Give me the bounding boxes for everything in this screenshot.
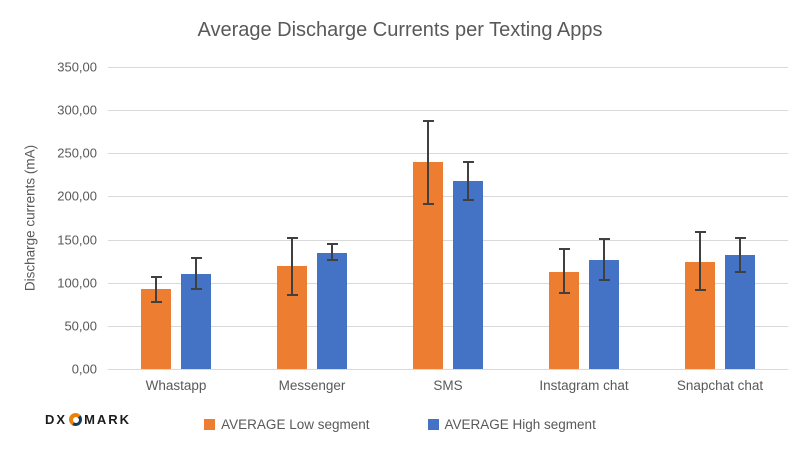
legend-swatch-low-segment-icon: [204, 419, 216, 430]
y-tick-label: 300,00: [57, 102, 97, 118]
error-bar-line: [739, 236, 741, 274]
bar-messenger: [317, 252, 347, 369]
bar-slot: [725, 67, 755, 369]
gridline: [108, 325, 788, 327]
y-tick-label: 250,00: [57, 145, 97, 161]
bar-snapchat-chat: [725, 255, 755, 369]
error-bar-cap-bottom: [150, 300, 162, 303]
error-bar-cap-bottom: [326, 259, 338, 262]
dxomark-logo: DX MARK: [45, 412, 131, 427]
dxomark-logo-prefix: DX: [45, 412, 68, 427]
legend-label-low-segment: AVERAGE Low segment: [221, 417, 370, 432]
error-bar-line: [467, 161, 469, 201]
error-bar-line: [563, 248, 565, 294]
gridline: [108, 153, 788, 155]
bar-pair: [516, 67, 652, 369]
error-bar-line: [427, 120, 429, 206]
error-bar-cap-top: [462, 161, 474, 164]
error-bar-cap-bottom: [598, 278, 610, 281]
error-bar-line: [195, 256, 197, 290]
error-bar-cap-top: [422, 120, 434, 123]
error-bar-line: [291, 236, 293, 296]
x-axis-category-label: Snapchat chat: [676, 378, 764, 393]
gridline: [108, 239, 788, 241]
bar-pair: [244, 67, 380, 369]
error-bar-line: [603, 237, 605, 281]
y-axis-title: Discharge currents (mA): [22, 144, 38, 292]
error-bar-cap-top: [734, 236, 746, 239]
error-bar-cap-bottom: [422, 203, 434, 206]
bar-slot: [413, 67, 443, 369]
error-bar-cap-bottom: [190, 287, 202, 290]
error-bar-cap-bottom: [286, 293, 298, 296]
legend-item-high-segment: AVERAGE High segment: [427, 417, 596, 432]
y-tick-label: 50,00: [64, 318, 97, 334]
error-bar-cap-top: [286, 236, 298, 239]
plot-area: 350,00 300,00 250,00 200,00 150,00 100,00 50,0…: [57, 60, 788, 393]
y-tick-label: 150,00: [57, 232, 97, 248]
bar-slot: [453, 67, 483, 369]
x-axis-category-label: SMS: [433, 378, 463, 393]
category-group: Snapchat chat: [652, 67, 788, 393]
bar-slot: [685, 67, 715, 369]
bar-pair: [652, 67, 788, 369]
error-bar-cap-bottom: [694, 289, 706, 292]
gridline: [108, 369, 788, 370]
error-bar-cap-top: [150, 275, 162, 278]
category-group: Instagram chat: [516, 67, 652, 393]
bar-slot: [181, 67, 211, 369]
error-bar-cap-bottom: [734, 271, 746, 274]
legend-label-high-segment: AVERAGE High segment: [444, 417, 596, 432]
bar-pair: [108, 67, 244, 369]
category-group: Whastapp: [108, 67, 244, 393]
error-bar-cap-bottom: [462, 198, 474, 201]
error-bar-cap-top: [190, 256, 202, 259]
bar-slot: [549, 67, 579, 369]
x-axis-category-label: Instagram chat: [539, 378, 629, 393]
chart-title: Average Discharge Currents per Texting A…: [197, 19, 603, 41]
error-bar-line: [155, 275, 157, 303]
bar-pair: [380, 67, 516, 369]
gridline: [108, 196, 788, 198]
bar-sms: [453, 180, 483, 369]
legend: AVERAGE Low segment AVERAGE High segment: [0, 417, 800, 432]
bar-slot: [589, 67, 619, 369]
bar-slot: [317, 67, 347, 369]
error-bar-line: [331, 243, 333, 262]
bar-slot: [277, 67, 307, 369]
dxomark-logo-o-icon: [69, 413, 83, 426]
error-bar-cap-top: [558, 248, 570, 251]
category-group: Messenger: [244, 67, 380, 393]
x-axis-category-label: Whastapp: [145, 378, 207, 393]
error-bar-line: [699, 230, 701, 292]
error-bar-cap-top: [694, 230, 706, 233]
y-tick-label: 350,00: [57, 59, 97, 75]
gridline: [108, 67, 788, 68]
bar-slot: [141, 67, 171, 369]
category-group: SMS: [380, 67, 516, 393]
x-axis-category-label: Messenger: [278, 378, 346, 393]
gridline: [108, 282, 788, 284]
gridline: [108, 110, 788, 112]
y-tick-label: 200,00: [57, 188, 97, 204]
error-bar-cap-top: [598, 237, 610, 240]
bar-whastapp: [181, 274, 211, 369]
error-bar-cap-bottom: [558, 291, 570, 294]
y-tick-label: 0,00: [71, 361, 97, 377]
dxomark-logo-suffix: MARK: [84, 412, 132, 427]
error-bar-cap-top: [326, 243, 338, 246]
y-tick-label: 100,00: [57, 275, 97, 291]
legend-item-low-segment: AVERAGE Low segment: [204, 417, 370, 432]
legend-swatch-high-segment-icon: [427, 419, 439, 430]
